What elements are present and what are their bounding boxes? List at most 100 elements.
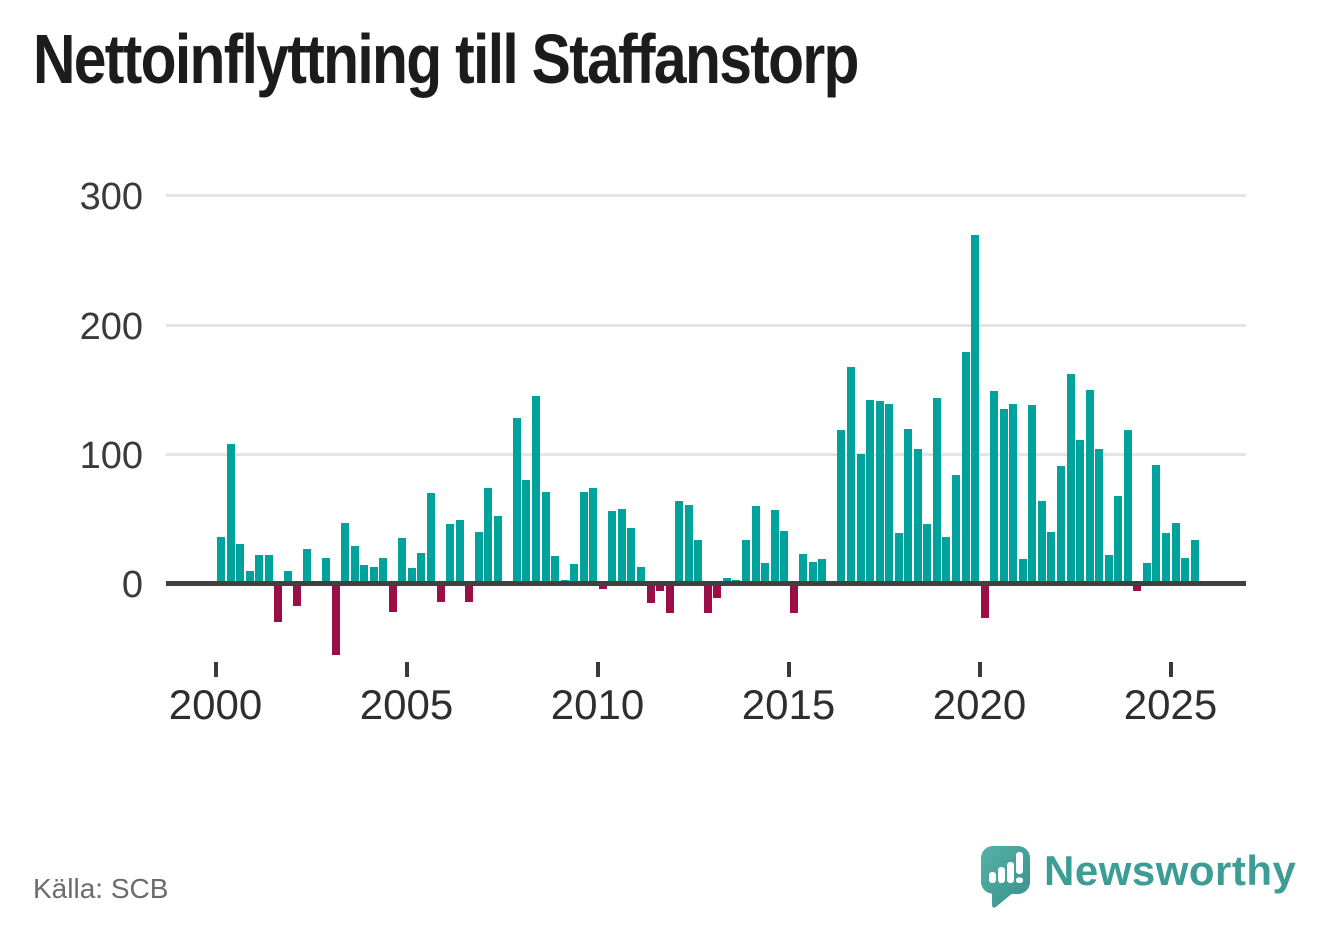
bar-2001-q3 [274, 583, 283, 623]
bar-2024-q4 [1162, 533, 1170, 584]
bar-2011-q1 [637, 566, 645, 584]
bar-2013-q1 [713, 583, 722, 598]
bar-2005-q2 [417, 552, 426, 584]
bar-2003-q2 [341, 522, 350, 584]
bar-2000-q2 [226, 444, 235, 584]
bar-2014-q4 [780, 530, 789, 584]
bar-2024-q2 [1142, 562, 1151, 584]
bar-2010-q2 [608, 511, 617, 584]
logo-bar-large [1007, 862, 1014, 883]
bar-2004-q2 [379, 557, 388, 584]
bar-2019-q4 [971, 234, 980, 584]
y-axis-label-300: 300 [79, 176, 143, 219]
x-axis-label-2005: 2005 [359, 681, 454, 728]
bar-2016-q4 [856, 454, 865, 584]
bar-2023-q3 [1114, 495, 1123, 584]
bar-2025-q1 [1171, 522, 1180, 584]
bar-2015-q3 [808, 561, 817, 584]
bar-2013-q4 [742, 539, 750, 584]
bar-2014-q3 [770, 509, 779, 584]
bar-2014-q2 [761, 562, 770, 584]
bar-2021-q3 [1037, 500, 1046, 584]
bar-2008-q1 [522, 480, 531, 584]
bar-2007-q2 [493, 516, 502, 584]
bar-2017-q3 [885, 404, 894, 584]
bar-2008-q2 [532, 396, 540, 584]
bar-2010-q3 [617, 508, 626, 584]
bar-2016-q2 [837, 429, 846, 584]
bar-2022-q1 [1057, 466, 1065, 584]
bar-2022-q2 [1066, 374, 1075, 584]
bar-2015-q4 [818, 559, 827, 584]
bar-2000-q4 [245, 570, 254, 584]
bar-2000-q3 [236, 543, 245, 584]
logo-exclamation-stem [1016, 852, 1023, 874]
bar-2001-q2 [264, 555, 273, 584]
bar-2022-q4 [1085, 389, 1094, 584]
bar-2018-q1 [904, 428, 913, 584]
bar-2002-q1 [293, 583, 302, 606]
bar-2003-q3 [350, 546, 359, 584]
x-axis-label-2000: 2000 [168, 681, 263, 728]
bar-2012-q4 [703, 583, 712, 614]
bar-2006-q2 [455, 520, 464, 584]
bar-2005-q3 [427, 493, 435, 584]
bar-2003-q1 [331, 583, 340, 655]
bar-2018-q3 [923, 524, 932, 584]
logo-bar-medium [998, 867, 1005, 883]
bar-2008-q4 [551, 556, 560, 584]
bar-2017-q1 [866, 400, 875, 584]
bar-2006-q3 [465, 583, 474, 602]
logo-bar-small [989, 872, 996, 883]
newsworthy-logo-icon [981, 846, 1030, 908]
bar-2013-q2 [722, 578, 731, 584]
bar-2020-q3 [999, 409, 1008, 584]
y-axis-label-0: 0 [121, 564, 143, 606]
bar-2004-q3 [388, 583, 397, 612]
bar-2020-q1 [980, 583, 989, 619]
x-axis-label-2020: 2020 [932, 681, 1027, 728]
x-axis-tick-2005 [404, 662, 409, 677]
bar-2021-q1 [1018, 559, 1027, 584]
x-axis-tick-2020 [977, 662, 982, 677]
bar-2023-q2 [1104, 555, 1113, 584]
bar-2015-q1 [789, 583, 798, 614]
bar-2018-q4 [932, 397, 941, 584]
bar-2004-q4 [398, 538, 407, 584]
gridline-200 [166, 323, 1246, 327]
bar-2017-q4 [894, 533, 903, 584]
bar-2016-q3 [847, 366, 855, 584]
bar-2005-q4 [436, 583, 445, 602]
bar-2014-q1 [751, 506, 760, 584]
bar-2015-q2 [799, 553, 808, 584]
bar-2019-q1 [942, 537, 951, 584]
bar-2009-q3 [579, 491, 588, 584]
x-axis-tick-2025 [1168, 662, 1173, 677]
bar-2022-q3 [1076, 440, 1084, 584]
x-axis-tick-2000 [213, 662, 218, 677]
bar-2002-q4 [322, 557, 330, 584]
bar-2024-q1 [1133, 583, 1142, 592]
bar-2025-q3 [1190, 539, 1199, 584]
bar-2001-q4 [283, 570, 292, 584]
bar-2025-q2 [1181, 557, 1189, 584]
chart-title: Nettoinflyttning till Staffanstorp [33, 20, 859, 98]
bar-2001-q1 [255, 555, 264, 584]
y-axis-label-100: 100 [79, 434, 143, 477]
bar-2007-q1 [484, 487, 493, 584]
bar-2008-q3 [541, 491, 550, 584]
bar-2018-q2 [913, 449, 922, 584]
bar-2009-q2 [570, 564, 579, 584]
bar-2006-q1 [446, 524, 455, 584]
x-axis-tick-2015 [786, 662, 791, 677]
x-axis-tick-2010 [595, 662, 600, 677]
bar-2023-q4 [1123, 429, 1132, 584]
bar-2006-q4 [474, 531, 483, 584]
logo-exclamation-dot [1016, 877, 1023, 883]
gridline-300 [166, 194, 1246, 198]
bar-2003-q4 [360, 565, 369, 584]
x-axis-zero-line [166, 581, 1246, 586]
bar-2010-q4 [627, 528, 636, 584]
bar-2020-q4 [1009, 404, 1018, 584]
bar-2012-q2 [684, 504, 693, 584]
